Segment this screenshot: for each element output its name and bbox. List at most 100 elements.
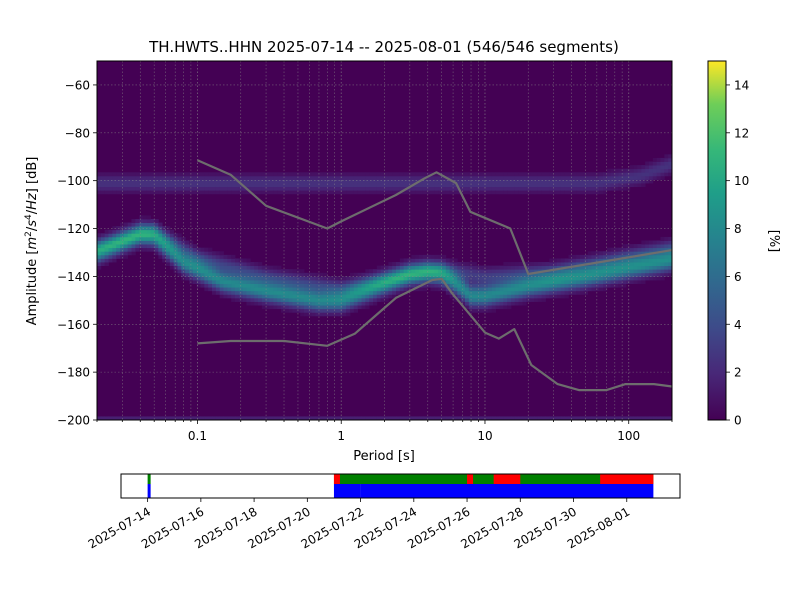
heatmap-cell [411,265,416,270]
heatmap-cell [422,183,428,188]
heatmap-cell [396,186,401,191]
heatmap-cell [380,179,385,184]
heatmap-cell [587,258,592,263]
heatmap-cell [254,297,259,302]
heatmap-cell [434,283,439,288]
heatmap-cell [557,172,562,177]
heatmap-cell [204,272,209,277]
heatmap-cell [269,287,274,292]
heatmap-cell [357,279,362,284]
heatmap-cell [572,190,577,195]
heatmap-cell [626,183,631,188]
heatmap-cell [296,290,301,295]
heatmap-cell [426,265,431,270]
heatmap-cell [212,287,217,292]
heatmap-cell [618,272,623,277]
heatmap-cell [499,265,504,270]
heatmap-cell [227,279,232,284]
heatmap-cell [380,272,385,277]
heatmap-cell [212,290,217,295]
heatmap-cell [200,247,205,252]
heatmap-cell [139,175,144,180]
heatmap-cell [353,297,359,302]
heatmap-cell [618,254,623,259]
heatmap-cell [453,258,458,263]
heatmap-cell [108,190,113,195]
heatmap-cell [583,254,589,259]
heatmap-cell [549,290,554,295]
heatmap-cell [576,190,581,195]
heatmap-cell [361,272,366,277]
heatmap-cell [503,272,508,277]
heatmap-cell [518,179,523,184]
heatmap-cell [365,283,370,288]
heatmap-cell [514,276,520,281]
heatmap-cell [307,294,313,299]
heatmap-cell [453,287,458,292]
heatmap-cell [97,262,102,267]
heatmap-cell [633,269,638,274]
heatmap-cell [392,262,397,267]
heatmap-cell [384,190,389,195]
heatmap-cell [319,272,324,277]
heatmap-cell [495,294,500,299]
heatmap-cell [281,301,286,306]
heatmap-cell [212,179,217,184]
heatmap-cell [660,265,665,270]
heatmap-cell [296,276,301,281]
heatmap-cell [522,190,527,195]
heatmap-cell [411,283,416,288]
heatmap-cell [365,190,370,195]
heatmap-cell [235,183,240,188]
heatmap-cell [491,190,497,195]
heatmap-cell [560,183,566,188]
heatmap-cell [480,283,485,288]
heatmap-cell [108,244,113,249]
heatmap-cell [518,279,523,284]
heatmap-cell [212,258,217,263]
heatmap-cell [323,272,328,277]
heatmap-cell [591,251,596,256]
heatmap-cell [330,190,336,195]
heatmap-cell [396,172,401,177]
heatmap-cell [204,258,209,263]
heatmap-cell [350,279,355,284]
heatmap-cell [564,279,569,284]
heatmap-cell [656,165,661,170]
heatmap-cell [541,279,546,284]
heatmap-cell [235,265,240,270]
heatmap-cell [461,294,466,299]
heatmap-cell [514,172,520,177]
heatmap-cell [606,254,612,259]
heatmap-cell [376,276,382,281]
heatmap-cell [212,251,217,256]
heatmap-cell [626,265,631,270]
heatmap-cell [541,190,546,195]
heatmap-cell [622,175,627,180]
heatmap-cell [342,175,347,180]
heatmap-cell [204,283,209,288]
heatmap-cell [388,190,393,195]
heatmap-cell [445,265,451,270]
heatmap-cell [250,290,255,295]
heatmap-cell [330,301,336,306]
heatmap-cell [656,269,661,274]
heatmap-cell [664,258,669,263]
heatmap-cell [557,276,562,281]
heatmap-cell [411,279,416,284]
heatmap-cell [388,183,393,188]
heatmap-cell [545,172,550,177]
heatmap-cell [296,175,301,180]
heatmap-cell [557,262,562,267]
heatmap-cell [300,269,305,274]
heatmap-cell [346,183,351,188]
heatmap-cell [419,269,424,274]
heatmap-cell [200,416,205,421]
heatmap-cell [499,294,504,299]
heatmap-cell [97,233,102,238]
heatmap-cell [361,301,366,306]
heatmap-cell [503,183,508,188]
heatmap-cell [319,297,324,302]
heatmap-cell [484,279,489,284]
heatmap-cell [246,172,251,177]
